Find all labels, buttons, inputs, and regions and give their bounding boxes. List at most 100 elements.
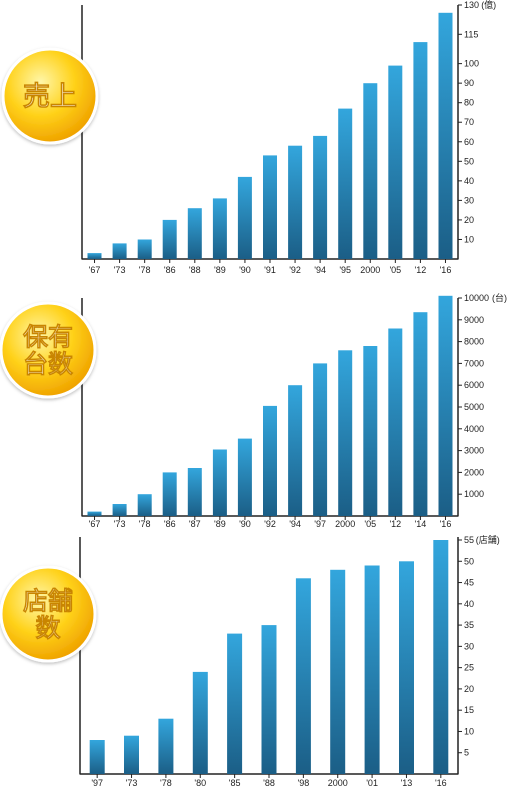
bar-10 [399, 561, 414, 774]
bar-13 [388, 328, 403, 516]
y-tick-label: 20 [464, 684, 474, 694]
bar-4 [192, 671, 208, 774]
bar-10 [313, 135, 328, 259]
bar-4 [162, 472, 177, 516]
badge-title-line: 数 [35, 614, 61, 643]
y-tick-label: 130 [464, 0, 479, 10]
bar-9 [288, 145, 303, 259]
x-tick-label: '91 [264, 265, 276, 275]
x-tick-label: '12 [389, 519, 401, 529]
x-tick-label: '97 [314, 519, 326, 529]
bar-3 [137, 494, 152, 516]
x-tick-label: '67 [89, 519, 101, 529]
x-tick-label: '13 [401, 778, 413, 787]
chart-3: '97 '73 '78 '80 '85 '88 '98 2000 '01 '13 '16 5 10 15 2… [0, 534, 500, 787]
y-tick-label: 10 [464, 726, 474, 736]
y-tick-label: 70 [464, 117, 474, 127]
bar-12 [363, 83, 378, 259]
x-tick-label: '05 [389, 265, 401, 275]
bar-11 [433, 540, 449, 774]
x-tick-label: '86 [164, 519, 176, 529]
y-unit-label: (億) [481, 0, 496, 10]
y-tick-label: 10000 [464, 293, 489, 303]
x-tick-label: '01 [366, 778, 378, 787]
x-tick-label: '78 [139, 519, 151, 529]
y-unit-label: (店舗) [476, 534, 500, 545]
y-tick-label: 1000 [464, 489, 484, 499]
y-tick-label: 4000 [464, 424, 484, 434]
bar-8 [330, 569, 346, 774]
x-tick-label: '12 [415, 265, 427, 275]
y-tick-label: 40 [464, 176, 474, 186]
y-tick-label: 5000 [464, 402, 484, 412]
bar-8 [263, 155, 277, 259]
x-tick-label: '78 [139, 265, 151, 275]
badge-circle [1, 47, 99, 145]
bar-7 [237, 176, 252, 259]
x-tick-label: '94 [314, 265, 326, 275]
bar-5 [227, 633, 243, 774]
bar-7 [295, 578, 311, 774]
bar-2 [112, 243, 127, 259]
y-tick-label: 7000 [464, 358, 484, 368]
bar-2 [112, 504, 127, 516]
bar-5 [187, 468, 202, 516]
y-tick-label: 30 [464, 195, 474, 205]
y-tick-label: 15 [464, 705, 474, 715]
bar-7 [237, 438, 252, 516]
bar-11 [338, 108, 353, 259]
y-tick-label: 35 [464, 620, 474, 630]
y-tick-label: 55 [464, 535, 474, 545]
chart-1: '67 '73 '78 '86 '88 '89 '90 '91 '92 '94 '95 2000 '05… [1, 0, 496, 275]
chart-2: '67 '73 '78 '86 '87 '89 '90 '92 '94 '97 2000 '05 '12… [0, 292, 507, 529]
x-tick-label: '97 [91, 778, 103, 787]
y-tick-label: 115 [464, 29, 478, 39]
bar-2 [124, 735, 139, 774]
y-tick-label: 30 [464, 641, 474, 651]
x-tick-label: '16 [440, 519, 452, 529]
bar-12 [363, 346, 378, 516]
y-tick-label: 9000 [464, 315, 484, 325]
bar-1 [87, 511, 102, 516]
y-tick-label: 20 [464, 215, 474, 225]
x-tick-label: '67 [89, 265, 101, 275]
bar-6 [212, 198, 227, 259]
y-tick-label: 100 [464, 59, 479, 69]
bar-8 [263, 405, 277, 516]
x-tick-label: '80 [194, 778, 206, 787]
x-tick-label: '89 [214, 265, 226, 275]
chart-title-badge: 売上 [1, 47, 99, 145]
x-tick-label: '98 [297, 778, 309, 787]
bar-4 [162, 219, 177, 259]
x-tick-label: '73 [126, 778, 138, 787]
badge-title-line: 店舗 [23, 587, 73, 616]
bar-15 [438, 12, 453, 259]
bar-9 [288, 385, 303, 516]
y-tick-label: 40 [464, 599, 474, 609]
x-tick-label: '92 [264, 519, 276, 529]
badge-title-line: 台数 [23, 350, 74, 379]
badge-circle [0, 565, 97, 663]
x-tick-label: '87 [189, 519, 201, 529]
bar-6 [212, 449, 227, 516]
y-tick-label: 10 [464, 234, 474, 244]
x-tick-label: '86 [164, 265, 176, 275]
bar-15 [438, 295, 453, 516]
bar-3 [137, 239, 152, 259]
bar-14 [413, 42, 428, 259]
x-tick-label: 2000 [360, 265, 380, 275]
x-tick-label: '89 [214, 519, 226, 529]
bar-1 [89, 740, 105, 774]
y-tick-label: 50 [464, 556, 474, 566]
x-tick-label: '88 [263, 778, 275, 787]
x-tick-label: '90 [239, 265, 251, 275]
x-tick-label: '73 [114, 265, 126, 275]
bar-6 [261, 625, 277, 774]
y-tick-label: 8000 [464, 337, 484, 347]
bar-9 [364, 565, 380, 774]
x-tick-label: '88 [189, 265, 201, 275]
bar-5 [187, 208, 202, 259]
y-tick-label: 2000 [464, 467, 484, 477]
